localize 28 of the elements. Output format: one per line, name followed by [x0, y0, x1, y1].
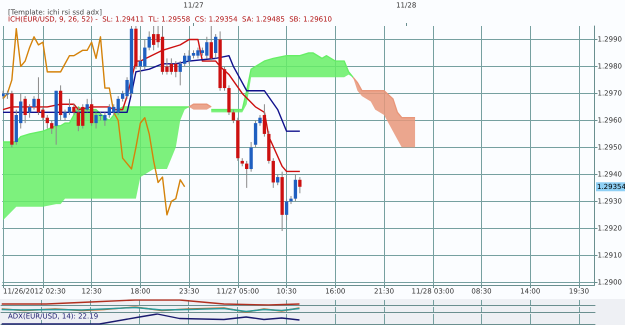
candlestick [178, 60, 182, 86]
candlestick [170, 58, 174, 76]
candlestick [72, 104, 76, 116]
candlestick [86, 98, 89, 113]
candlestick [68, 98, 72, 116]
candlestick [152, 26, 156, 51]
candlestick [254, 120, 258, 148]
candlestick [262, 104, 266, 138]
candlestick [284, 198, 288, 221]
candlestick [90, 98, 94, 126]
line-series [2, 28, 186, 216]
line-series [2, 54, 301, 132]
candlestick [36, 76, 40, 116]
candlestick [187, 50, 191, 64]
candlestick [103, 112, 107, 126]
candlestick [214, 34, 218, 59]
candlestick [232, 109, 236, 124]
candlestick [148, 30, 151, 51]
candlestick [276, 174, 280, 186]
candlestick [245, 160, 248, 188]
candlestick [258, 114, 262, 126]
candlestick [249, 142, 253, 172]
candlestick [50, 120, 54, 134]
candlestick [298, 176, 302, 194]
candlestick [46, 114, 49, 130]
candlestick [28, 104, 32, 118]
candlestick [272, 158, 275, 188]
candlestick [23, 96, 27, 124]
